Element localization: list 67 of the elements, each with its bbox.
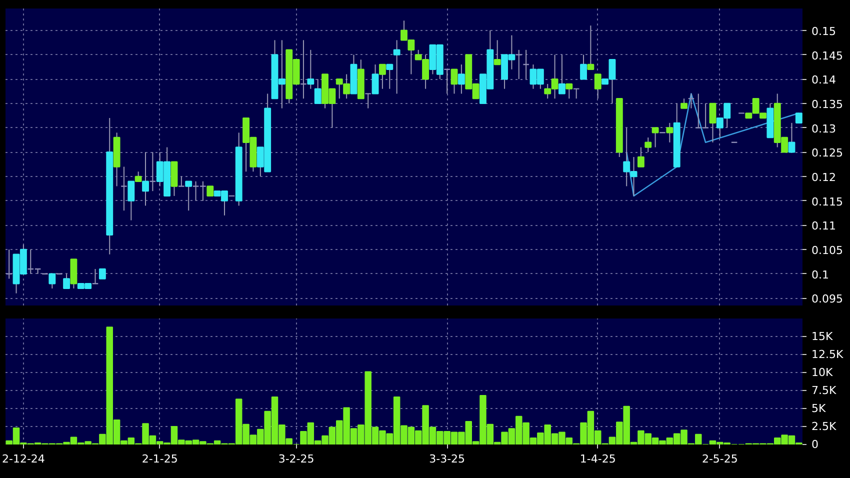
y-tick-label: 7.5K	[812, 384, 837, 397]
candlestick	[300, 40, 307, 100]
candlestick	[637, 146, 644, 168]
candlestick	[178, 176, 185, 187]
candlestick	[142, 152, 149, 206]
candlestick	[386, 64, 394, 90]
candlestick	[494, 40, 501, 66]
candlestick	[709, 102, 716, 143]
y-tick-label: 0.115	[812, 195, 843, 208]
candlestick	[594, 74, 602, 100]
candlestick	[6, 249, 13, 280]
y-tick-label: 0.14	[812, 74, 836, 87]
candlestick	[393, 40, 400, 94]
y-tick-label: 0.1	[812, 268, 829, 282]
candlestick	[185, 180, 192, 212]
y-tick-label: 0.125	[812, 146, 843, 160]
candlestick	[644, 137, 652, 153]
candlestick	[680, 98, 688, 109]
candlestick	[566, 83, 573, 100]
candlestick	[587, 25, 594, 70]
candlestick	[788, 122, 796, 153]
candlestick	[364, 93, 372, 109]
candlestick	[206, 186, 214, 197]
candlestick	[444, 68, 451, 94]
y-tick-label: 5K	[812, 402, 826, 415]
candlestick	[372, 64, 379, 94]
y-tick-label: 0.12	[812, 170, 836, 184]
candlestick	[515, 49, 522, 80]
y-tick-label: 15K	[812, 330, 834, 343]
candlestick	[92, 268, 99, 284]
y-tick-label: 0.135	[812, 98, 843, 111]
y-tick-label: 2.5K	[812, 420, 837, 433]
candlestick	[314, 78, 322, 104]
candlestick	[458, 64, 465, 94]
candlestick	[580, 54, 587, 80]
candlestick	[128, 180, 135, 221]
candlestick	[134, 171, 142, 182]
x-tick-label: 3-3-25	[429, 452, 466, 466]
y-tick-label: 0.11	[812, 220, 836, 233]
x-tick-label: 3-2-25	[278, 452, 314, 466]
candlestick	[307, 49, 314, 90]
y-tick-label: 0.145	[812, 49, 843, 62]
candlestick	[795, 112, 802, 124]
candlestick	[149, 152, 156, 192]
candlestick	[48, 273, 56, 289]
candlestick	[120, 166, 128, 212]
candlestick	[522, 49, 530, 80]
y-tick-label: 0.13	[812, 122, 836, 136]
y-tick-label: 0.15	[812, 24, 836, 38]
candlestick	[666, 122, 674, 143]
candlestick	[98, 268, 106, 280]
candlestick	[378, 64, 386, 90]
candlestick	[652, 127, 659, 148]
candlestick	[558, 54, 566, 94]
candlestick	[688, 93, 695, 109]
x-tick-label: 2-12-24	[2, 452, 45, 466]
y-tick-label: 12.5K	[812, 348, 844, 361]
x-tick-label: 1-4-25	[580, 452, 616, 466]
y-tick-label: 0	[812, 438, 818, 451]
candlestick	[572, 88, 580, 100]
y-tick-label: 0.105	[812, 244, 843, 258]
x-tick-label: 2-5-25	[702, 452, 738, 466]
y-tick-label: 0.095	[812, 292, 843, 306]
x-tick-label: 2-1-25	[142, 452, 178, 466]
y-tick-label: 10K	[812, 366, 834, 379]
candlestick	[450, 68, 458, 94]
candlestick	[63, 273, 70, 290]
